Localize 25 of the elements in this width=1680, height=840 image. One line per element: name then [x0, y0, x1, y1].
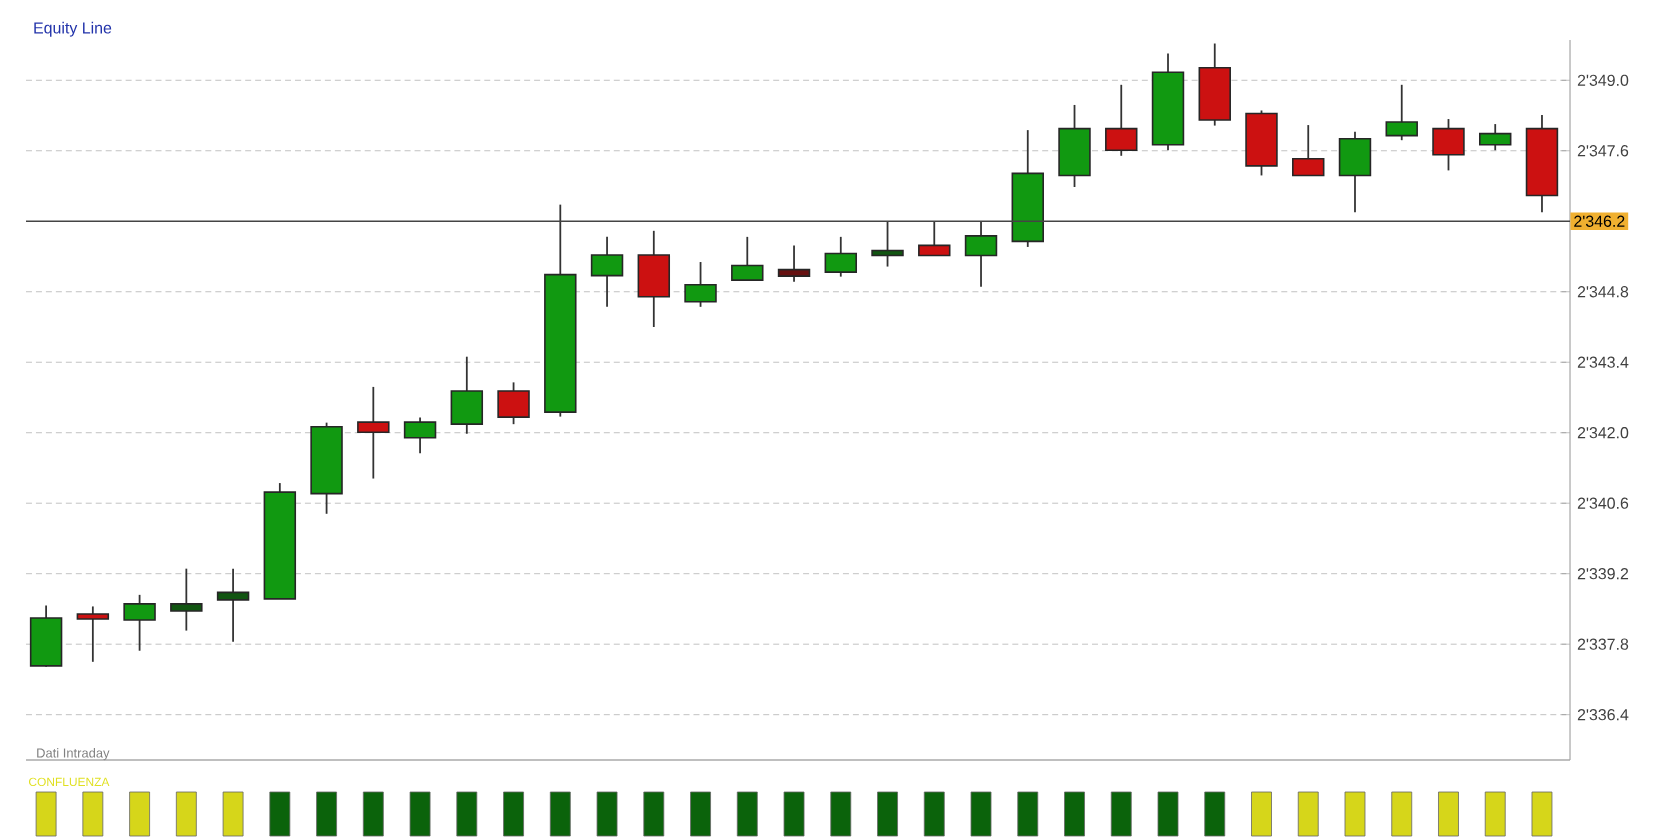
- candlestick: [684, 261, 717, 308]
- candlestick: [497, 381, 530, 426]
- candlestick: [1058, 104, 1091, 188]
- candlestick: [964, 220, 998, 288]
- candlestick: [824, 235, 858, 278]
- candlestick: [1479, 123, 1512, 152]
- candlestick: [450, 355, 484, 435]
- candlestick: [731, 235, 764, 282]
- candlestick: [1385, 83, 1418, 142]
- candlestick: [1338, 130, 1372, 214]
- candlestick: [357, 386, 390, 480]
- candlestick: [918, 220, 951, 257]
- candlestick: [590, 235, 624, 308]
- candlestick: [76, 605, 110, 663]
- candlestick: [1105, 83, 1138, 157]
- candlestick: [170, 567, 203, 632]
- candlestick: [216, 567, 250, 643]
- candlestick: [403, 416, 437, 455]
- candlestick: [637, 229, 671, 328]
- candlestick: [123, 593, 156, 652]
- candlestick: [1292, 124, 1325, 177]
- candlestick: [29, 604, 63, 668]
- candlestick: [871, 220, 904, 268]
- candlestick: [1432, 118, 1465, 172]
- candlestick: [777, 244, 811, 283]
